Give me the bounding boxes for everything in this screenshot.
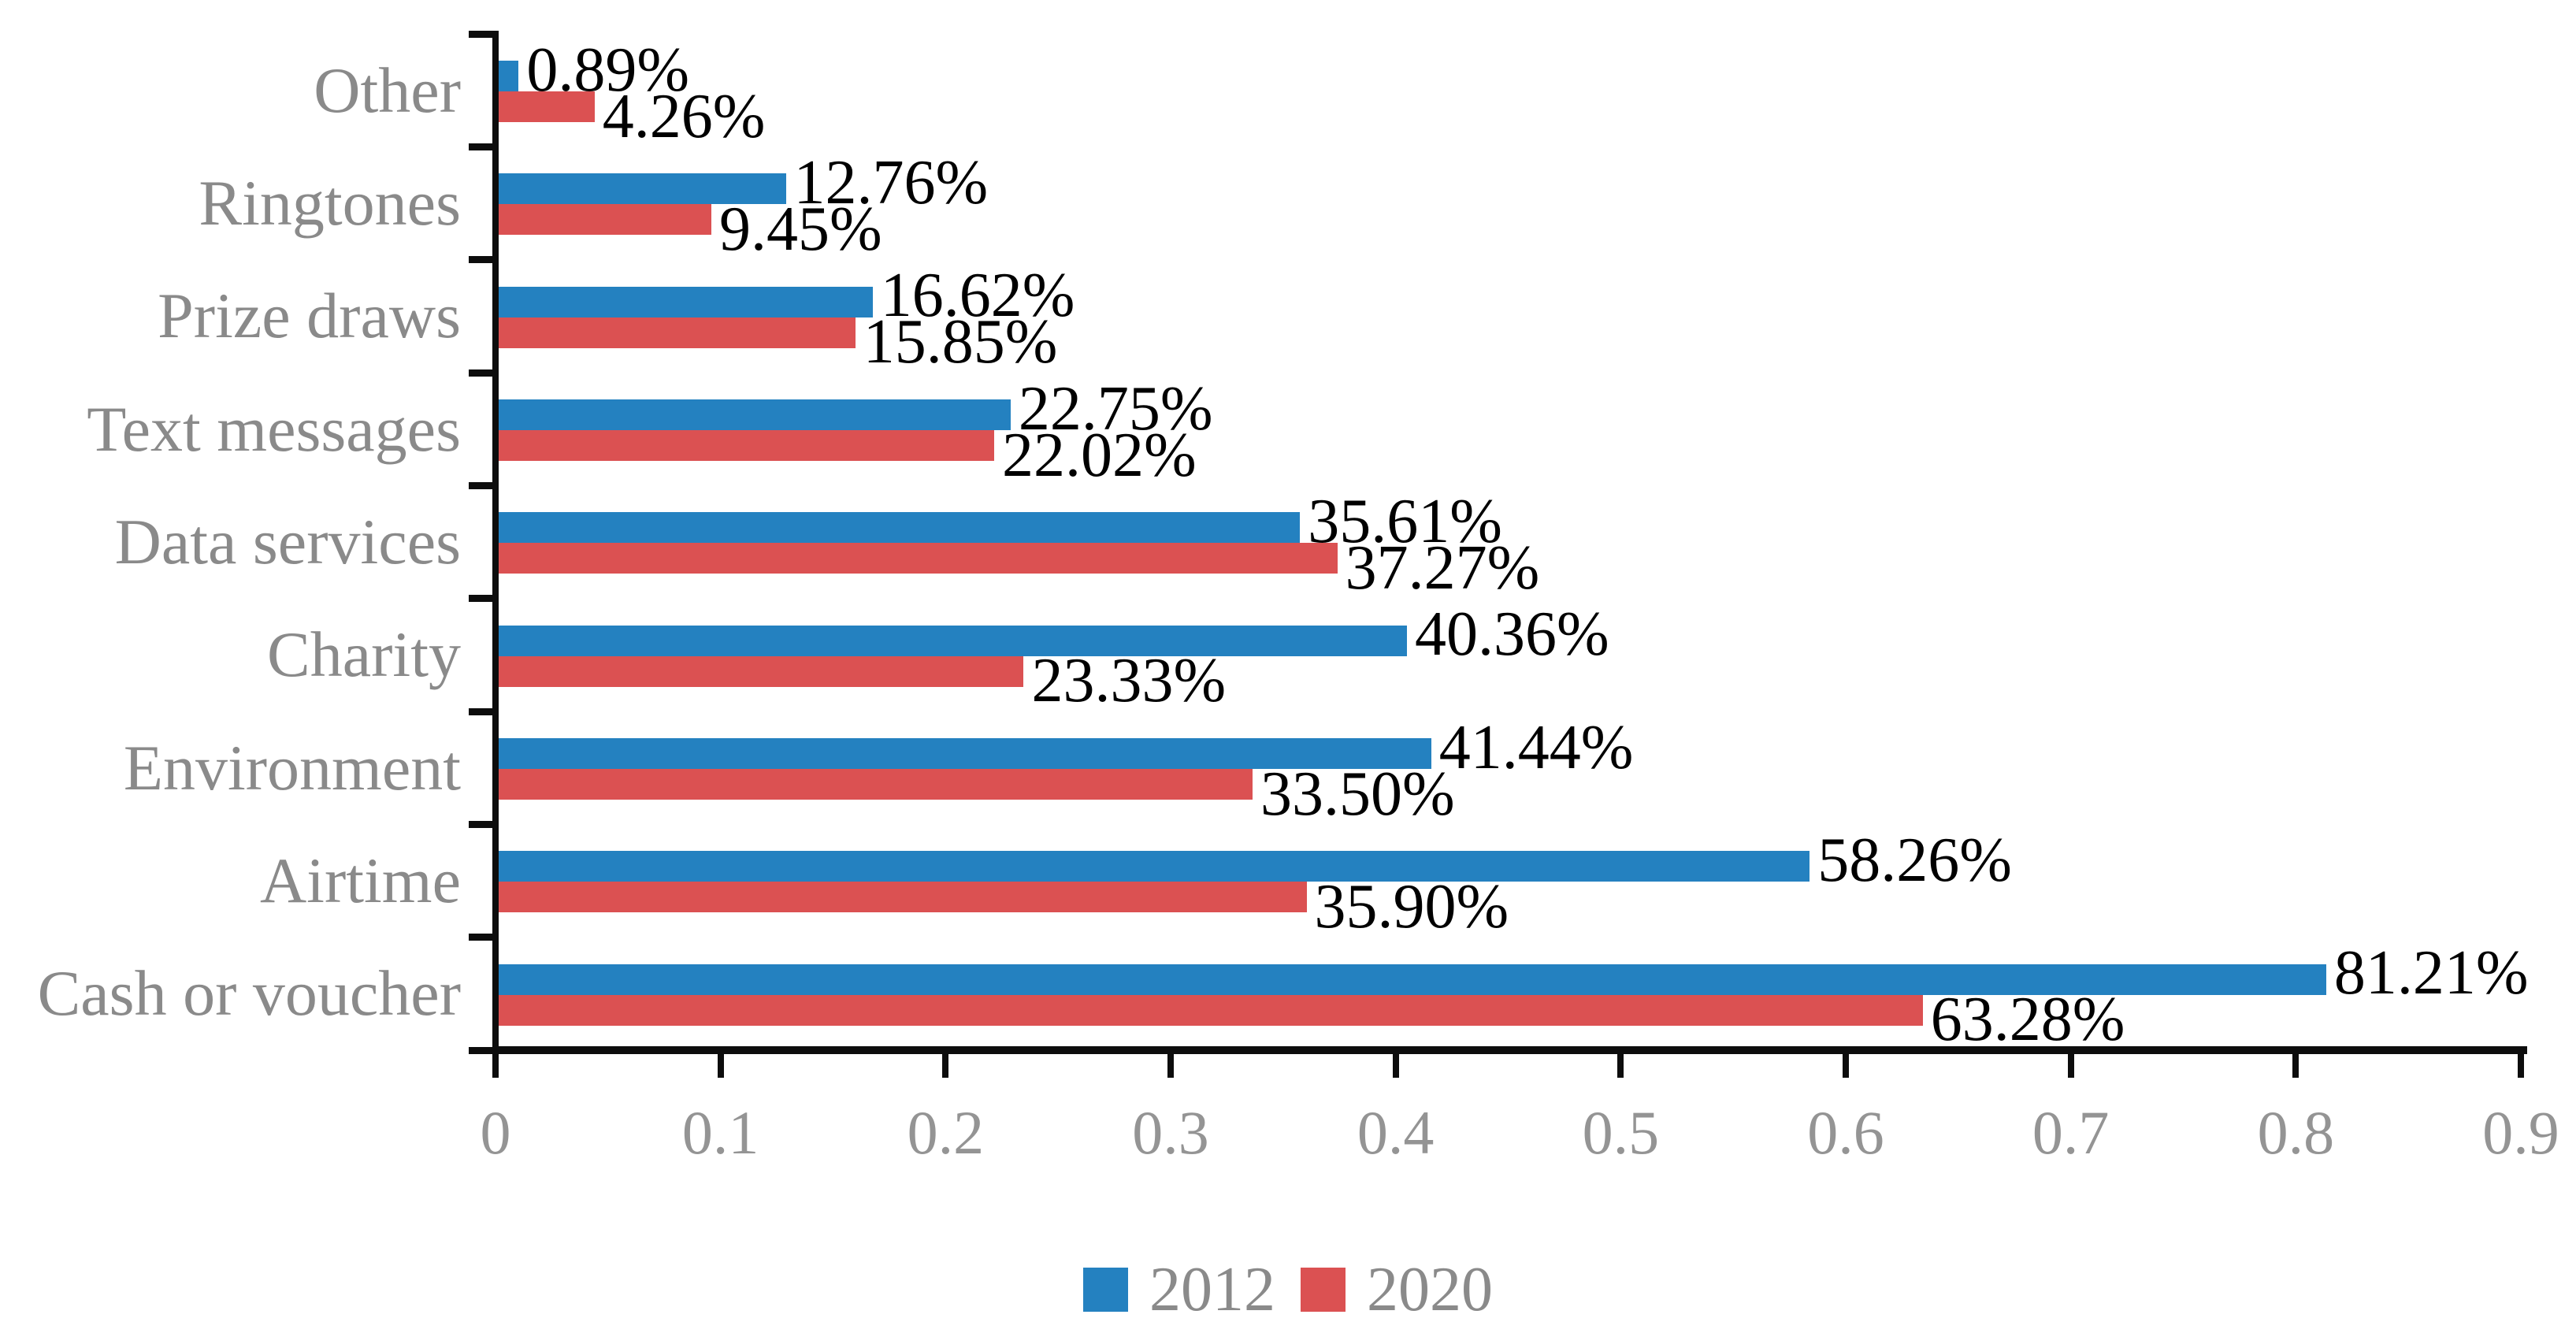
bar-2020-environment	[499, 769, 1253, 800]
category-label-airtime: Airtime	[259, 844, 461, 916]
x-axis-tick-label-0-9: 0.9	[2482, 1098, 2559, 1167]
category-label-other: Other	[314, 54, 461, 126]
bar-2012-other	[499, 61, 519, 91]
x-axis-tick-label-0-7: 0.7	[2032, 1098, 2110, 1167]
data-label-2012-airtime: 58.26%	[1817, 825, 2012, 895]
bar-2012-data-services	[499, 512, 1301, 544]
bar-2020-airtime	[499, 882, 1307, 913]
y-axis-tick	[469, 30, 492, 38]
data-label-2012-environment: 41.44%	[1438, 712, 1634, 782]
data-label-2020-data-services: 37.27%	[1345, 533, 1540, 603]
x-axis-tick	[1392, 1054, 1399, 1078]
bar-2012-airtime	[499, 851, 1810, 882]
data-label-2012-ringtones: 12.76%	[793, 147, 989, 217]
bar-2020-text-messages	[499, 430, 995, 461]
data-label-2020-ringtones: 9.45%	[718, 194, 882, 264]
bar-2020-ringtones	[499, 204, 711, 236]
bar-2020-prize-draws	[499, 317, 856, 348]
data-label-2020-prize-draws: 15.85%	[863, 307, 1058, 377]
x-axis-tick-label-0-3: 0.3	[1132, 1098, 1209, 1167]
category-label-cash-or-voucher: Cash or voucher	[37, 957, 461, 1030]
x-axis-tick	[942, 1054, 949, 1078]
y-axis-tick	[469, 369, 492, 377]
category-label-environment: Environment	[123, 731, 461, 804]
bar-2012-prize-draws	[499, 286, 873, 317]
data-label-2020-charity: 23.33%	[1031, 646, 1227, 716]
y-axis-tick	[469, 481, 492, 489]
bar-2020-charity	[499, 655, 1024, 687]
bar-2012-environment	[499, 738, 1431, 769]
x-axis-tick	[2518, 1054, 2524, 1078]
y-axis-tick	[469, 1046, 492, 1054]
legend-label-2020: 2020	[1367, 1255, 1493, 1324]
y-axis-line	[492, 31, 499, 1054]
x-axis-tick-label-0-2: 0.2	[907, 1098, 985, 1167]
y-axis-tick	[469, 707, 492, 715]
data-label-2012-other: 0.89%	[526, 35, 690, 105]
y-axis-tick	[469, 934, 492, 941]
y-axis-tick	[469, 256, 492, 264]
x-axis-tick	[1167, 1054, 1174, 1078]
x-axis-tick	[492, 1054, 499, 1078]
data-label-2020-cash-or-voucher: 63.28%	[1930, 985, 2125, 1055]
legend-label-2012: 2012	[1149, 1255, 1275, 1324]
category-label-ringtones: Ringtones	[199, 166, 461, 239]
bar-2020-cash-or-voucher	[499, 994, 1923, 1026]
legend-swatch-2020	[1301, 1268, 1346, 1312]
data-label-2012-data-services: 35.61%	[1308, 486, 1502, 556]
x-axis-tick	[1617, 1054, 1624, 1078]
bar-2012-cash-or-voucher	[499, 964, 2326, 995]
data-label-2020-text-messages: 22.02%	[1002, 420, 1197, 490]
x-axis-line	[492, 1046, 2527, 1054]
category-label-data-services: Data services	[114, 505, 461, 577]
y-axis-tick	[469, 143, 492, 150]
data-label-2012-charity: 40.36%	[1414, 600, 1609, 670]
x-axis-tick	[1843, 1054, 1849, 1078]
data-label-2012-cash-or-voucher: 81.21%	[2333, 938, 2529, 1008]
bar-2020-data-services	[499, 543, 1338, 574]
x-axis-tick-label-0-5: 0.5	[1582, 1098, 1660, 1167]
y-axis-tick	[469, 595, 492, 603]
x-axis-tick-label-0-1: 0.1	[681, 1098, 759, 1167]
legend: 2012 2020	[0, 1258, 2576, 1321]
data-label-2020-airtime: 35.90%	[1314, 871, 1509, 941]
bar-2012-ringtones	[499, 173, 786, 205]
data-label-2020-environment: 33.50%	[1260, 759, 1455, 829]
bar-2012-charity	[499, 625, 1407, 656]
x-axis-tick	[2067, 1054, 2074, 1078]
x-axis-tick-label-0-8: 0.8	[2257, 1098, 2335, 1167]
data-label-2012-text-messages: 22.75%	[1018, 373, 1213, 444]
x-axis-tick-label-0: 0	[480, 1098, 511, 1167]
x-axis-tick	[717, 1054, 724, 1078]
bar-2020-other	[499, 91, 595, 122]
category-label-text-messages: Text messages	[87, 392, 461, 465]
category-label-prize-draws: Prize draws	[158, 280, 461, 352]
category-label-charity: Charity	[267, 618, 461, 691]
x-axis-tick-label-0-6: 0.6	[1807, 1098, 1884, 1167]
data-label-2020-other: 4.26%	[602, 81, 766, 151]
y-axis-tick	[469, 820, 492, 828]
data-label-2012-prize-draws: 16.62%	[880, 261, 1075, 331]
legend-swatch-2012	[1083, 1268, 1128, 1312]
x-axis-tick-label-0-4: 0.4	[1357, 1098, 1435, 1167]
x-axis-tick	[2292, 1054, 2299, 1078]
bar-2012-text-messages	[499, 399, 1011, 430]
